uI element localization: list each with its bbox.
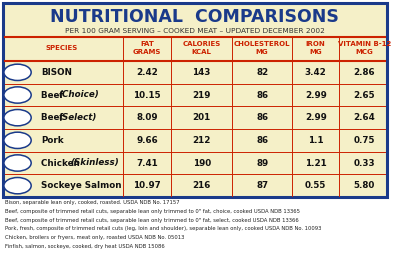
Text: 2.86: 2.86	[354, 68, 375, 77]
Text: CHOLESTEROL
MG: CHOLESTEROL MG	[234, 41, 290, 54]
Text: Chicken, broilers or fryers, meat only, roasted USDA NDB No. 05013: Chicken, broilers or fryers, meat only, …	[5, 235, 184, 240]
Text: 10.97: 10.97	[133, 181, 161, 190]
Text: 5.80: 5.80	[354, 181, 375, 190]
Text: BISON: BISON	[41, 68, 72, 77]
Text: 143: 143	[192, 68, 211, 77]
Text: FAT
GRAMS: FAT GRAMS	[133, 41, 161, 54]
Text: VITAMIN B-12
MCG: VITAMIN B-12 MCG	[338, 41, 391, 54]
Text: (Choice): (Choice)	[59, 90, 99, 99]
Text: 2.99: 2.99	[305, 90, 326, 99]
Text: NUTRITIONAL  COMPARISONS: NUTRITIONAL COMPARISONS	[50, 8, 339, 26]
Ellipse shape	[4, 132, 31, 149]
Text: PER 100 GRAM SERVING – COOKED MEAT – UPDATED DECEMBER 2002: PER 100 GRAM SERVING – COOKED MEAT – UPD…	[65, 28, 325, 34]
Text: Finfish, salmon, sockeye, cooked, dry heat USDA NDB 15086: Finfish, salmon, sockeye, cooked, dry he…	[5, 244, 165, 249]
Text: 86: 86	[256, 90, 268, 99]
Text: 201: 201	[192, 113, 211, 122]
Ellipse shape	[4, 109, 31, 126]
Ellipse shape	[4, 87, 31, 103]
Text: Bison, separable lean only, cooked, roasted. USDA NDB No. 17157: Bison, separable lean only, cooked, roas…	[5, 200, 180, 205]
Text: 2.64: 2.64	[354, 113, 375, 122]
Text: SPECIES: SPECIES	[45, 45, 78, 51]
Ellipse shape	[4, 178, 31, 194]
Text: 0.75: 0.75	[354, 136, 375, 145]
Text: Pork, fresh, composite of trimmed retail cuts (leg, loin and shoulder), separabl: Pork, fresh, composite of trimmed retail…	[5, 226, 321, 231]
Text: 82: 82	[256, 68, 268, 77]
Text: Beef, composite of trimmed retail cuts, separable lean only trimmed to 0" fat, c: Beef, composite of trimmed retail cuts, …	[5, 209, 300, 214]
Text: 10.15: 10.15	[133, 90, 161, 99]
Ellipse shape	[4, 155, 31, 171]
Text: 86: 86	[256, 136, 268, 145]
Ellipse shape	[4, 64, 31, 80]
Text: Beef: Beef	[41, 90, 66, 99]
Text: CALORIES
KCAL: CALORIES KCAL	[182, 41, 221, 54]
Text: (Skinless): (Skinless)	[70, 159, 119, 168]
Text: 1.1: 1.1	[308, 136, 324, 145]
Text: 89: 89	[256, 159, 268, 168]
Text: 0.33: 0.33	[354, 159, 375, 168]
Text: 86: 86	[256, 113, 268, 122]
Text: 3.42: 3.42	[305, 68, 326, 77]
Text: 2.99: 2.99	[305, 113, 326, 122]
Text: 9.66: 9.66	[136, 136, 158, 145]
Text: Sockeye Salmon: Sockeye Salmon	[41, 181, 122, 190]
Text: 8.09: 8.09	[136, 113, 158, 122]
Text: 216: 216	[192, 181, 211, 190]
Text: 0.55: 0.55	[305, 181, 326, 190]
Text: Beef: Beef	[41, 113, 66, 122]
FancyBboxPatch shape	[3, 3, 387, 197]
Text: (Select): (Select)	[59, 113, 97, 122]
Text: 190: 190	[192, 159, 211, 168]
Text: 7.41: 7.41	[136, 159, 158, 168]
Text: 2.42: 2.42	[136, 68, 158, 77]
Text: 212: 212	[192, 136, 211, 145]
Text: Beef, composite of trimmed retail cuts, separable lean only trimmed to 0" fat, s: Beef, composite of trimmed retail cuts, …	[5, 218, 299, 223]
Text: 87: 87	[256, 181, 268, 190]
Text: 219: 219	[192, 90, 211, 99]
Text: IRON
MG: IRON MG	[306, 41, 326, 54]
Text: 1.21: 1.21	[305, 159, 326, 168]
Text: Chicken: Chicken	[41, 159, 83, 168]
Text: Pork: Pork	[41, 136, 64, 145]
Text: 2.65: 2.65	[354, 90, 375, 99]
